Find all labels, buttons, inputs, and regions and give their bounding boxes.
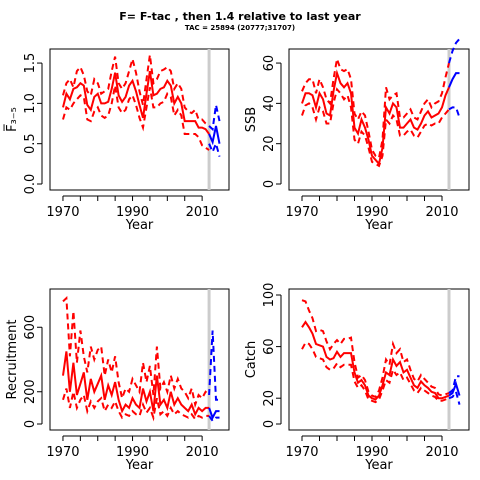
panel-1: 1970 1990 2010 0 20 40 60 Year SSB [244,38,470,233]
y-tick-label: 200 [23,379,38,404]
y-tick-label: 40 [262,95,277,112]
y-tick-label: 1.0 [23,93,38,114]
series-median-historical [62,70,210,135]
series-upper-projection [448,38,461,64]
series-lower-projection [448,389,461,405]
y-tick-label: 0 [262,180,277,188]
panel-3: 1970 1990 2010 0 20 60 100 Year Catch [244,283,470,473]
series-upper-historical [62,54,210,127]
series-upper-historical [62,296,210,409]
y-axis-title: SSB [244,107,259,132]
series-lower-projection [208,415,220,423]
y-axis-title: Recruitment [5,320,20,400]
series-median-projection [448,72,460,88]
series-lower-historical [301,87,450,168]
series-lower-historical [62,85,210,151]
x-tick-label: 1990 [355,205,388,220]
x-tick-label: 1970 [285,445,318,460]
plot-frame [288,48,470,191]
plot-frame [49,288,230,431]
series-upper-projection [208,104,221,132]
y-axis-title: Catch [244,341,259,379]
y-tick-label: 600 [23,315,38,340]
panels: 1970 1990 2010 0.0 0.5 1.0 1.5 Year F̅₃₋₅ 1970 199… [4,38,470,473]
x-tick-label: 1970 [285,205,318,220]
x-tick-label: 2010 [425,445,458,460]
panel-2: 1970 1990 2010 0 200 600 Year Recruitment [5,288,230,473]
x-axis-title: Year [364,458,393,473]
x-axis-title: Year [364,218,393,233]
y-tick-label: 0 [23,420,38,428]
series-lower-historical [62,388,210,422]
series-upper-historical [301,299,450,399]
y-tick-label: 0 [262,420,277,428]
plot-frame [49,48,230,191]
plot-frame [288,288,470,431]
series-lower-projection [208,140,221,157]
y-tick-label: 60 [262,55,277,72]
series-median-historical [301,69,450,166]
y-tick-label: 20 [262,390,277,407]
x-tick-label: 2010 [186,205,219,220]
x-tick-label: 2010 [186,445,219,460]
series-lower-projection [448,106,461,118]
series-median-projection [208,407,220,421]
figure-subtitle: TAC = 25894 (20777;31707) [185,24,295,32]
y-tick-label: 20 [262,135,277,152]
y-axis-title: F̅₃₋₅ [4,107,20,132]
y-tick-label: 1.5 [23,53,38,74]
x-tick-label: 1990 [116,205,149,220]
x-axis-title: Year [125,458,154,473]
panel-0: 1970 1990 2010 0.0 0.5 1.0 1.5 Year F̅₃₋₅ [4,48,230,233]
series-upper-projection [208,330,220,401]
series-median-historical [62,351,210,417]
series-upper-historical [301,58,450,160]
x-tick-label: 2010 [425,205,458,220]
series-upper-projection [448,375,460,394]
x-tick-label: 1990 [116,445,149,460]
series-lower-historical [301,341,450,404]
series-median-projection [448,380,461,397]
y-tick-label: 0.0 [23,174,38,195]
x-tick-label: 1970 [46,445,79,460]
x-tick-label: 1970 [46,205,79,220]
series-median-projection [208,125,221,146]
y-tick-label: 60 [262,338,277,355]
series-median-historical [301,320,450,401]
figure-title: F= F-tac , then 1.4 relative to last yea… [119,10,361,23]
y-tick-label: 0.5 [23,133,38,154]
y-tick-label: 100 [262,283,277,308]
x-axis-title: Year [125,218,154,233]
x-tick-label: 1990 [355,445,388,460]
